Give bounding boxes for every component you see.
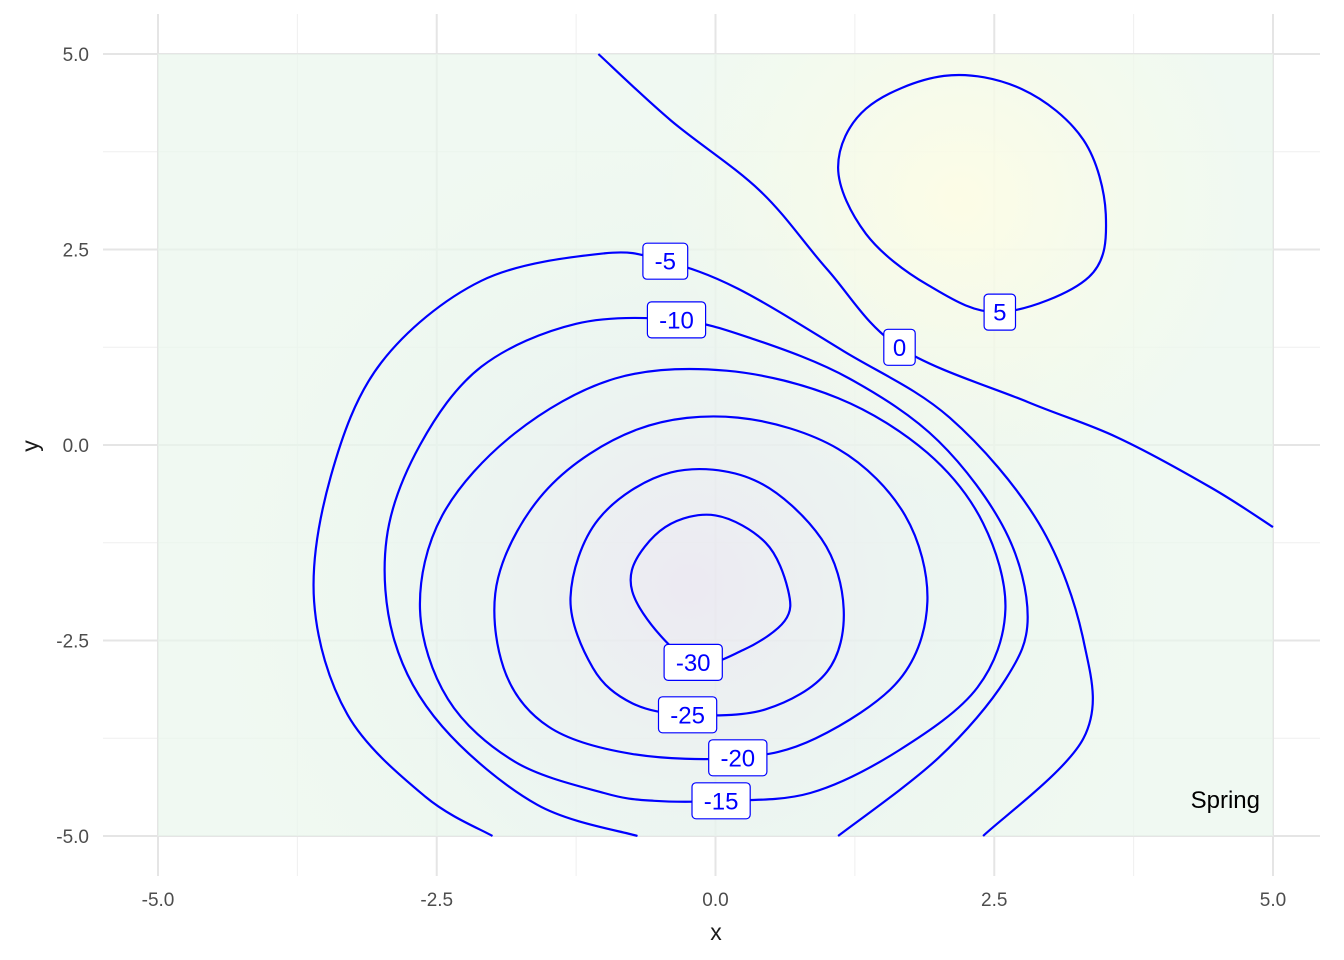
contour-line-neg20 (493, 415, 929, 761)
contour-label-neg5: -5 (642, 242, 689, 280)
contour-label-text: 0 (893, 335, 906, 362)
contour-label-text: -25 (670, 702, 705, 729)
contour-label-box (646, 301, 707, 339)
contour-labels: -30 -25 -20 -15 -10 -5 0 5 (642, 242, 1017, 820)
contour-line-5 (837, 73, 1108, 314)
contour-label-text: -15 (704, 788, 739, 815)
x-tick-label: 2.5 (981, 890, 1007, 911)
contour-label-neg30: -30 (663, 643, 723, 682)
contour-line-neg15 (418, 367, 1007, 803)
contour-label-text: -20 (720, 745, 755, 772)
y-tick-label: 0.0 (63, 436, 89, 457)
contour-label-text: -5 (655, 249, 676, 276)
y-tick-label: -2.5 (56, 632, 89, 653)
contour-label-neg10: -10 (646, 301, 707, 339)
x-tick-labels: -5.0 -2.5 0.0 2.5 5.0 (142, 890, 1287, 911)
contour-label-box (883, 328, 916, 366)
contour-label-box (708, 739, 768, 777)
x-tick-label: 0.0 (702, 890, 728, 911)
x-tick-label: -2.5 (420, 890, 453, 911)
y-tick-labels: -5.0 -2.5 0.0 2.5 5.0 (56, 45, 89, 848)
y-axis-title: y (17, 440, 43, 452)
contour-label-neg25: -25 (657, 696, 718, 734)
y-tick-label: -5.0 (56, 827, 89, 848)
x-tick-label: 5.0 (1260, 890, 1286, 911)
contour-label-neg15: -15 (691, 782, 751, 820)
contour-label-text: -30 (676, 650, 711, 677)
contour-label-box (663, 643, 723, 682)
contour-label-box (983, 293, 1017, 331)
y-tick-label: 2.5 (63, 241, 89, 262)
contour-line-neg30 (629, 513, 792, 666)
contour-line-neg25 (569, 468, 845, 717)
contour-label-5: 5 (983, 293, 1017, 331)
contour-label-box (642, 242, 689, 280)
contour-label-box (691, 782, 751, 820)
annotation-label: Spring (1191, 787, 1260, 814)
x-axis-title: x (710, 919, 722, 945)
y-tick-label: 5.0 (63, 45, 89, 66)
contour-label-text: 5 (993, 300, 1006, 327)
contour-line-neg5 (312, 251, 1094, 837)
contour-label-text: -10 (659, 307, 694, 334)
contour-label-0: 0 (883, 328, 916, 366)
contour-label-neg20: -20 (708, 739, 768, 777)
x-tick-label: -5.0 (142, 890, 175, 911)
contour-label-box (657, 696, 718, 734)
